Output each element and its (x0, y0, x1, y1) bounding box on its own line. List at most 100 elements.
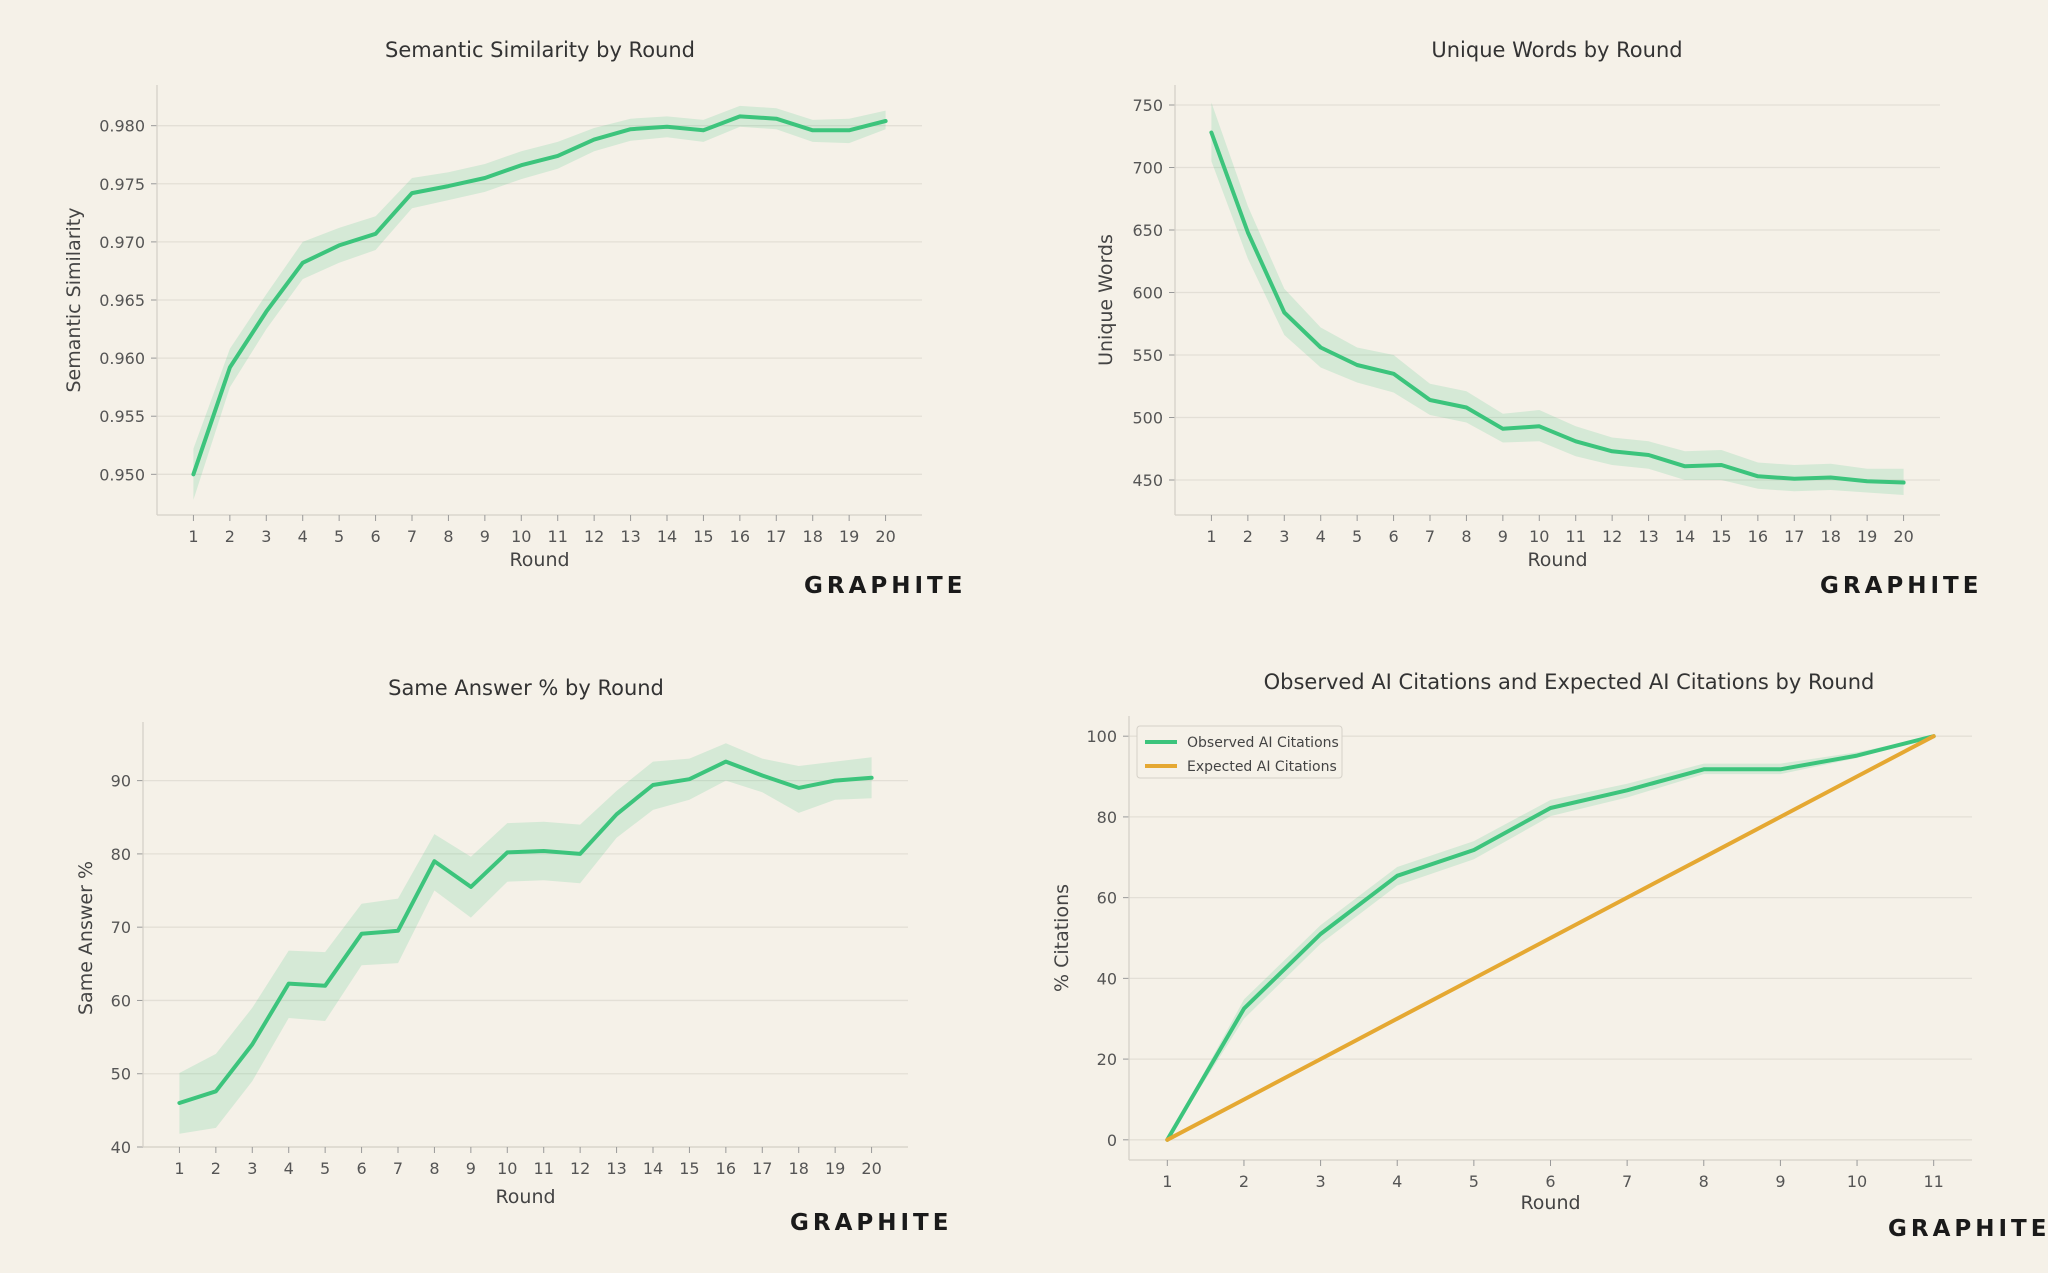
y-axis-label: Same Answer % (75, 861, 97, 1015)
x-tick-label: 6 (1545, 1172, 1555, 1191)
x-tick-label: 13 (1638, 527, 1658, 546)
x-tick-label: 4 (284, 1159, 294, 1178)
x-axis-label: Round (1520, 1192, 1580, 1214)
y-tick-label: 60 (111, 991, 131, 1010)
x-tick-label: 19 (825, 1159, 845, 1178)
x-tick-label: 12 (584, 527, 604, 546)
chart-panel-4: 0 20 40 60 80 100 1 2 3 4 5 6 7 8 9 10 11 Observed AI Cit… (1051, 670, 2048, 1242)
x-tick-label: 18 (1821, 527, 1841, 546)
x-tick-label: 2 (211, 1159, 221, 1178)
x-tick-label: 16 (716, 1159, 736, 1178)
brand-logo: GRAPHITE (790, 1210, 952, 1236)
x-tick-label: 17 (752, 1159, 772, 1178)
x-tick-label: 13 (606, 1159, 626, 1178)
y-tick-label: 40 (111, 1138, 131, 1157)
x-tick-label: 9 (1775, 1172, 1785, 1191)
y-axis-label: % Citations (1051, 884, 1073, 992)
x-tick-label: 3 (1315, 1172, 1325, 1191)
x-tick-label: 20 (1893, 527, 1913, 546)
x-tick-label: 6 (356, 1159, 366, 1178)
x-axis-label: Round (1527, 549, 1587, 571)
x-tick-label: 2 (225, 527, 235, 546)
y-tick-label: 50 (111, 1065, 131, 1084)
y-axis-label: Unique Words (1095, 234, 1117, 366)
x-tick-label: 11 (1566, 527, 1586, 546)
y-tick-label: 550 (1132, 346, 1163, 365)
x-tick-label: 7 (1622, 1172, 1632, 1191)
confidence-band (179, 743, 872, 1134)
y-tick-label: 0.955 (99, 407, 145, 426)
x-tick-label: 14 (657, 527, 677, 546)
expected-series-line (1165, 734, 1936, 1142)
y-tick-label: 500 (1132, 409, 1163, 428)
x-tick-label: 5 (1469, 1172, 1479, 1191)
x-tick-label: 17 (1784, 527, 1804, 546)
chart-title: Observed AI Citations and Expected AI Ci… (1264, 670, 1875, 694)
x-tick-label: 15 (1711, 527, 1731, 546)
y-tick-label: 70 (111, 918, 131, 937)
x-axis-label: Round (495, 1186, 555, 1208)
x-tick-label: 12 (1602, 527, 1622, 546)
y-axis-label: Semantic Similarity (63, 208, 85, 393)
x-tick-label: 12 (570, 1159, 590, 1178)
x-tick-label: 20 (861, 1159, 881, 1178)
legend-label: Observed AI Citations (1187, 735, 1339, 751)
x-tick-label: 15 (693, 527, 713, 546)
x-tick-label: 11 (548, 527, 568, 546)
x-tick-label: 1 (1206, 527, 1216, 546)
x-tick-label: 4 (1392, 1172, 1402, 1191)
x-tick-label: 10 (1847, 1172, 1867, 1191)
x-tick-label: 16 (730, 527, 750, 546)
x-tick-label: 7 (1425, 527, 1435, 546)
y-tick-label: 60 (1097, 889, 1117, 908)
chart-title: Semantic Similarity by Round (385, 38, 695, 62)
observed-series-line (1209, 130, 1906, 485)
y-tick-label: 600 (1132, 284, 1163, 303)
observed-series-line (1165, 734, 1936, 1142)
x-tick-label: 11 (534, 1159, 554, 1178)
x-tick-label: 9 (480, 527, 490, 546)
x-tick-label: 10 (1529, 527, 1549, 546)
x-tick-label: 3 (261, 527, 271, 546)
x-tick-label: 9 (466, 1159, 476, 1178)
x-tick-label: 2 (1239, 1172, 1249, 1191)
y-tick-label: 750 (1132, 96, 1163, 115)
x-tick-label: 19 (839, 527, 859, 546)
x-tick-label: 6 (370, 527, 380, 546)
brand-logo: GRAPHITE (1888, 1216, 2048, 1242)
chart-title: Same Answer % by Round (388, 676, 664, 700)
observed-series-line (191, 114, 888, 477)
x-tick-label: 3 (1279, 527, 1289, 546)
confidence-band (193, 105, 886, 500)
x-tick-label: 7 (393, 1159, 403, 1178)
x-tick-label: 18 (789, 1159, 809, 1178)
x-tick-label: 1 (188, 527, 198, 546)
y-tick-label: 700 (1132, 159, 1163, 178)
x-axis-label: Round (509, 549, 569, 571)
brand-logo: GRAPHITE (1820, 573, 1982, 599)
x-tick-label: 11 (1924, 1172, 1944, 1191)
x-tick-label: 8 (429, 1159, 439, 1178)
x-tick-label: 20 (875, 527, 895, 546)
x-tick-label: 9 (1498, 527, 1508, 546)
y-tick-label: 80 (111, 845, 131, 864)
x-tick-label: 14 (1675, 527, 1695, 546)
y-tick-label: 90 (111, 772, 131, 791)
y-tick-label: 450 (1132, 471, 1163, 490)
x-tick-label: 10 (511, 527, 531, 546)
y-tick-label: 80 (1097, 808, 1117, 827)
x-tick-label: 5 (334, 527, 344, 546)
y-tick-label: 0.950 (99, 465, 145, 484)
legend-label: Expected AI Citations (1187, 759, 1337, 775)
x-tick-label: 8 (443, 527, 453, 546)
legend-box (1136, 725, 1343, 779)
x-tick-label: 7 (407, 527, 417, 546)
x-tick-label: 14 (643, 1159, 663, 1178)
y-tick-label: 0.975 (99, 175, 145, 194)
confidence-band (1167, 736, 1934, 1140)
x-tick-label: 19 (1857, 527, 1877, 546)
y-tick-label: 40 (1097, 969, 1117, 988)
